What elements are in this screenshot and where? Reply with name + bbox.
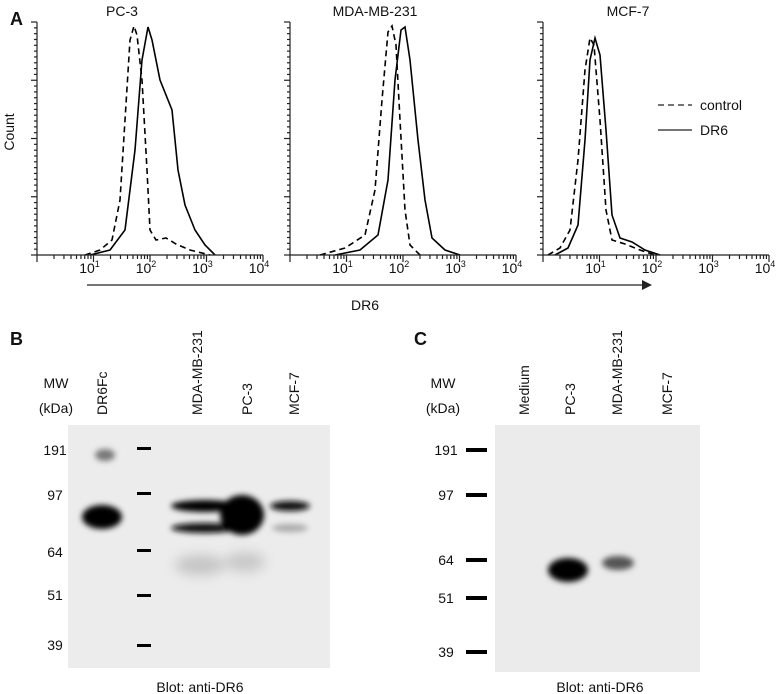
x-tick-label: 102 — [642, 259, 663, 276]
x-tick-label: 104 — [249, 259, 270, 276]
plot-title: MDA-MB-231 — [333, 3, 418, 19]
tick-base: 10 — [192, 260, 208, 276]
x-tick-label: 101 — [332, 259, 353, 276]
panel-label: B — [10, 329, 23, 349]
mw-marker: 51 — [438, 590, 454, 606]
lane-label: DR6Fc — [94, 371, 110, 415]
tick-exponent: 3 — [461, 259, 466, 269]
caption: Blot: anti-DR6 — [156, 679, 243, 694]
bands-b — [82, 449, 310, 535]
lane-label: MDA-MB-231 — [609, 330, 625, 415]
x-tick-label: 104 — [502, 259, 523, 276]
mw-marker: 64 — [47, 544, 63, 560]
legend-label: control — [700, 97, 742, 113]
lane-label: MCF-7 — [286, 372, 302, 415]
tick-exponent: 4 — [517, 259, 522, 269]
y-axis-label: Count — [1, 113, 17, 150]
blot-c — [495, 425, 700, 672]
tick-exponent: 4 — [770, 259, 775, 269]
blot-b — [68, 425, 330, 668]
lane-label: PC-3 — [562, 383, 578, 415]
lane-label: MCF-7 — [659, 372, 675, 415]
lane-label: Medium — [516, 365, 532, 415]
arrow-head — [642, 280, 652, 290]
tick-base: 10 — [249, 260, 265, 276]
caption: Blot: anti-DR6 — [556, 679, 643, 694]
mw-marker: 64 — [438, 552, 454, 568]
x-tick-label: 104 — [755, 259, 776, 276]
tick-exponent: 1 — [348, 259, 353, 269]
unit-label: (kDa) — [39, 400, 73, 416]
tick-exponent: 1 — [95, 259, 100, 269]
tick-exponent: 2 — [151, 259, 156, 269]
tick-base: 10 — [332, 260, 348, 276]
plot-title: MCF-7 — [607, 3, 650, 19]
bands-c — [548, 556, 634, 582]
lane-label: PC-3 — [239, 383, 255, 415]
mw-marker: 39 — [438, 644, 454, 660]
tick-exponent: 2 — [404, 259, 409, 269]
x-tick-label: 101 — [585, 259, 606, 276]
tick-base: 10 — [755, 260, 771, 276]
x-tick-label: 102 — [136, 259, 157, 276]
mw-marker: 97 — [47, 487, 63, 503]
x-tick-label: 101 — [79, 259, 100, 276]
tick-exponent: 2 — [657, 259, 662, 269]
x-tick-label: 102 — [389, 259, 410, 276]
tick-exponent: 4 — [264, 259, 269, 269]
tick-exponent: 3 — [208, 259, 213, 269]
x-tick-label: 103 — [192, 259, 213, 276]
control-curve — [319, 23, 421, 256]
dr6-curve — [89, 26, 216, 256]
tick-base: 10 — [502, 260, 518, 276]
control-curve — [84, 23, 211, 256]
x-tick-label: 103 — [445, 259, 466, 276]
tick-base: 10 — [642, 260, 658, 276]
ladder-b — [137, 447, 151, 647]
tick-base: 10 — [585, 260, 601, 276]
x-tick-label: 103 — [698, 259, 719, 276]
mw-label: MW — [44, 375, 70, 391]
dr6-curve — [334, 25, 461, 256]
tick-base: 10 — [389, 260, 405, 276]
unit-label: (kDa) — [426, 400, 460, 416]
panel-label: A — [10, 9, 23, 29]
faint-bands-b — [175, 552, 265, 575]
tick-base: 10 — [698, 260, 714, 276]
mw-marker: 191 — [434, 442, 458, 458]
tick-exponent: 1 — [601, 259, 606, 269]
dr6-curve — [554, 34, 661, 256]
panel-label: C — [414, 329, 427, 349]
tick-base: 10 — [79, 260, 95, 276]
mw-marker: 191 — [43, 442, 67, 458]
mw-marker: 97 — [438, 487, 454, 503]
plot-title: PC-3 — [106, 3, 138, 19]
mw-marker: 39 — [47, 637, 63, 653]
lane-label: MDA-MB-231 — [189, 330, 205, 415]
legend-label: DR6 — [700, 122, 728, 138]
ladder-c — [466, 448, 487, 654]
tick-base: 10 — [445, 260, 461, 276]
mw-label: MW — [431, 375, 457, 391]
histogram-curves — [84, 23, 661, 256]
mw-marker: 51 — [47, 587, 63, 603]
x-axis-label: DR6 — [351, 297, 379, 313]
tick-base: 10 — [136, 260, 152, 276]
tick-exponent: 3 — [714, 259, 719, 269]
